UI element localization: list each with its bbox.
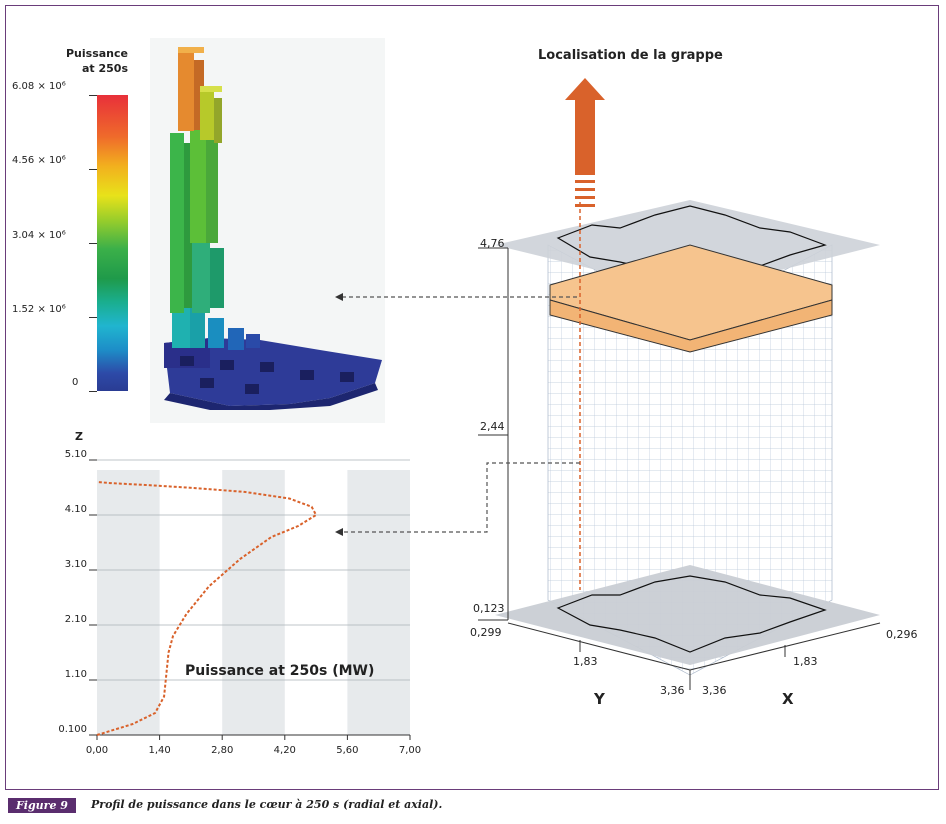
power-column [190, 113, 206, 243]
colorbar-tick-label: 6.08 × 10⁶ [12, 81, 66, 92]
y-axis-mid: 1,83 [573, 655, 598, 668]
figure-caption: Profil de puissance dans le cœur à 250 s… [91, 798, 443, 811]
y-axis-title: Y [594, 690, 605, 708]
arrow-label: Localisation de la grappe [538, 48, 723, 63]
height-label-top: 4,76 [480, 237, 505, 250]
core-3d-grid [478, 78, 881, 690]
colorbar-tick-label: 3.04 × 10⁶ [12, 230, 66, 241]
colorbar-gradient [97, 95, 128, 391]
height-label-mid: 2,44 [480, 420, 505, 433]
figure-frame [5, 5, 939, 790]
colorbar-title: Puissance at 250s [58, 46, 128, 76]
colorbar-title-line1: Puissance [66, 47, 128, 60]
colorbar-tick [89, 169, 97, 170]
power-column [170, 133, 184, 313]
y-axis-start: 0,299 [470, 626, 502, 639]
x-tick-label: 5,60 [336, 745, 358, 756]
y-axis-label: Z [75, 430, 83, 443]
x-tick-label: 2,80 [211, 745, 233, 756]
bottom-plate [495, 565, 880, 665]
y-tick-label: 4.10 [65, 504, 87, 515]
x-axis-title: X [782, 690, 794, 708]
chart-band [222, 470, 285, 735]
x-axis-mid: 1,83 [793, 655, 818, 668]
colorbar-tick-label: 0 [72, 377, 79, 388]
arrow-left-icon [335, 293, 343, 301]
x-tick-label: 7,00 [399, 745, 421, 756]
peak-column [178, 51, 194, 131]
y-tick-label: 3.10 [65, 559, 87, 570]
chart-title: Puissance at 250s (MW) [185, 663, 374, 679]
y-tick-label: 1.10 [65, 669, 87, 680]
colorbar-tick [89, 95, 97, 96]
height-label-bottom: 0,123 [473, 602, 505, 615]
x-axis-end: 3,36 [702, 684, 727, 697]
y-tick-label: 0.100 [58, 724, 87, 735]
y-tick-label: 2.10 [65, 614, 87, 625]
y-axis-end: 3,36 [660, 684, 685, 697]
x-tick-label: 0,00 [86, 745, 108, 756]
x-tick-label: 1,40 [148, 745, 170, 756]
colorbar-title-line2: at 250s [81, 62, 128, 75]
chart-band [97, 470, 160, 735]
colorbar-tick [89, 391, 97, 392]
colorbar-tick-label: 1.52 × 10⁶ [12, 304, 66, 315]
series-line [96, 481, 318, 736]
colorbar-tick [89, 317, 97, 318]
radial-power-3d-plot [150, 38, 385, 423]
colorbar-tick-label: 4.56 × 10⁶ [12, 155, 66, 166]
arrow-left-icon [335, 528, 343, 536]
y-tick-label: 5.10 [65, 449, 87, 460]
grappe-arrow-icon [565, 78, 605, 175]
connector-arrows [335, 293, 580, 536]
figure-tag: Figure 9 [8, 798, 76, 813]
colorbar-tick [89, 243, 97, 244]
x-axis-start: 0,296 [886, 628, 918, 641]
axial-power-chart: 5.10 4.10 3.10 2.10 1.10 0.100 0,00 1,40 2,80 4,2… [58, 430, 421, 756]
x-tick-label: 4,20 [274, 745, 296, 756]
chart-band [347, 470, 410, 735]
